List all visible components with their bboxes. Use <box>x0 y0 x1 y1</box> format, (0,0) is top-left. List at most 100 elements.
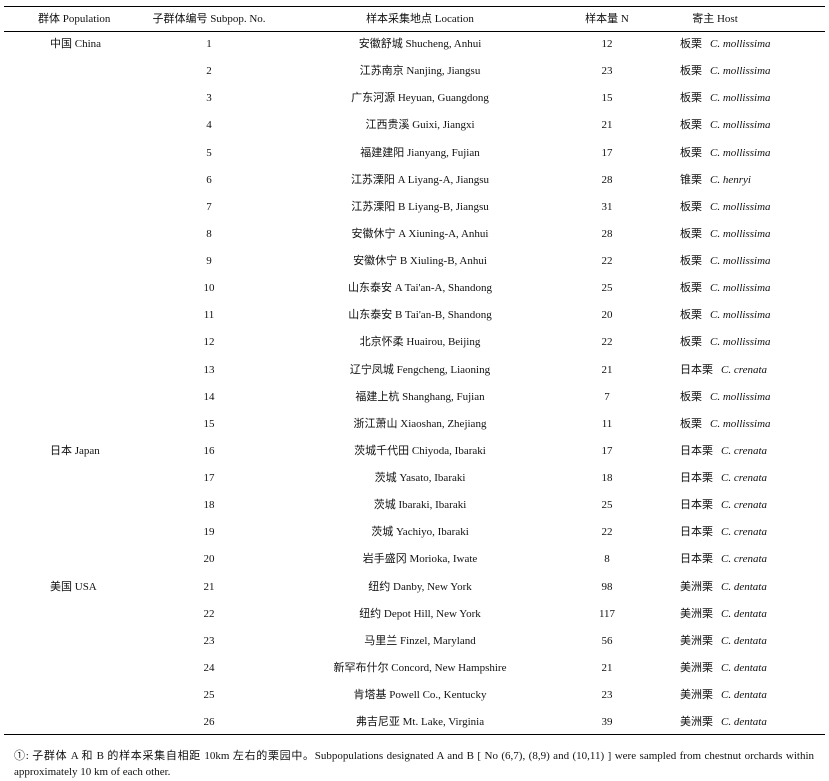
host-species: C. crenata <box>721 363 768 376</box>
host-name: 日本栗 <box>680 472 713 485</box>
subpop-no: 16 <box>203 444 215 457</box>
location: 山东泰安 B Tai'an-B, Shandong <box>348 309 492 322</box>
subpop-no: 1 <box>206 38 212 50</box>
sample-size: 8 <box>604 553 610 566</box>
subpop-no: 17 <box>203 472 215 485</box>
location: 安徽舒城 Shucheng, Anhui <box>358 38 482 50</box>
location: 福建上杭 Shanghang, Fujian <box>355 390 485 403</box>
host-species: C. dentata <box>721 634 767 647</box>
population: 中国 China <box>50 38 102 50</box>
host-name: 美洲栗 <box>680 580 713 593</box>
subpop-no: 21 <box>203 580 215 593</box>
sample-size: 25 <box>601 282 613 295</box>
subpop-no: 3 <box>206 92 212 105</box>
sample-size: 18 <box>601 472 613 485</box>
sample-size: 17 <box>601 146 613 159</box>
host-species: C. dentata <box>721 607 767 620</box>
location: 马里兰 Finzel, Maryland <box>364 634 476 647</box>
host-name: 美洲栗 <box>680 661 713 674</box>
column-header: 群体 Population <box>38 13 111 25</box>
location: 纽约 Danby, New York <box>368 580 472 593</box>
host-species: C. crenata <box>721 553 768 566</box>
location: 江苏溧阳 B Liyang-B, Jiangsu <box>351 200 489 213</box>
subpop-no: 7 <box>206 200 212 213</box>
host-name: 板栗 <box>680 227 702 240</box>
header-rule <box>4 31 825 32</box>
location: 安徽休宁 A Xiuning-A, Anhui <box>351 227 489 240</box>
subpop-no: 23 <box>203 634 215 647</box>
host-species: C. mollissima <box>710 200 771 213</box>
population: 美国 USA <box>50 580 97 593</box>
host-name: 板栗 <box>680 38 702 50</box>
subpop-no: 22 <box>203 607 215 620</box>
column-header: 样本采集地点 Location <box>366 13 474 25</box>
subpop-no: 15 <box>203 417 215 430</box>
host-name: 美洲栗 <box>680 689 713 702</box>
location: 茨城千代田 Chiyoda, Ibaraki <box>354 444 486 457</box>
sample-size: 11 <box>601 417 613 430</box>
location: 茨城 Yasato, Ibaraki <box>374 472 466 485</box>
subpop-no: 25 <box>203 689 215 702</box>
host-name: 板栗 <box>680 200 702 213</box>
location: 弗吉尼亚 Mt. Lake, Virginia <box>355 716 485 729</box>
subpop-no: 24 <box>203 661 215 674</box>
host-name: 美洲栗 <box>680 607 713 620</box>
host-species: C. mollissima <box>710 309 771 322</box>
host-name: 板栗 <box>680 255 702 268</box>
host-species: C. mollissima <box>710 38 771 50</box>
location: 北京怀柔 Huairou, Beijing <box>359 336 481 349</box>
sample-size: 56 <box>601 634 613 647</box>
subpop-no: 5 <box>206 146 212 159</box>
column-header: 寄主 Host <box>692 13 738 25</box>
host-name: 日本栗 <box>680 363 713 376</box>
subpop-no: 6 <box>206 173 212 186</box>
host-species: C. mollissima <box>710 146 771 159</box>
subpop-no: 10 <box>203 282 215 295</box>
sample-size: 28 <box>601 227 613 240</box>
column-header: 样本量 N <box>585 13 629 25</box>
host-name: 日本栗 <box>680 444 713 457</box>
location: 辽宁凤城 Fengcheng, Liaoning <box>349 363 491 376</box>
host-name: 板栗 <box>680 65 702 78</box>
sample-size: 39 <box>601 716 613 729</box>
subpop-no: 26 <box>203 716 215 729</box>
subpop-no: 4 <box>206 119 212 132</box>
host-name: 美洲栗 <box>680 634 713 647</box>
host-name: 锥栗 <box>680 173 702 186</box>
sample-size: 21 <box>601 119 613 132</box>
host-species: C. crenata <box>721 526 768 539</box>
host-species: C. mollissima <box>710 92 771 105</box>
top-rule <box>4 6 825 7</box>
sample-size: 98 <box>601 580 613 593</box>
location: 茨城 Yachiyo, Ibaraki <box>371 526 469 539</box>
subpop-no: 18 <box>203 499 215 512</box>
host-name: 板栗 <box>680 390 702 403</box>
location: 纽约 Depot Hill, New York <box>359 607 481 620</box>
sample-size: 22 <box>601 526 613 539</box>
bottom-rule <box>4 734 825 735</box>
location: 江西贵溪 Guixi, Jiangxi <box>365 119 475 132</box>
location: 山东泰安 A Tai'an-A, Shandong <box>348 282 492 295</box>
host-name: 板栗 <box>680 146 702 159</box>
host-name: 日本栗 <box>680 499 713 512</box>
location: 江苏溧阳 A Liyang-A, Jiangsu <box>350 173 490 186</box>
sample-size: 17 <box>601 444 613 457</box>
location: 肯塔基 Powell Co., Kentucky <box>353 689 487 702</box>
sample-size: 31 <box>601 200 613 213</box>
subpop-no: 20 <box>203 553 215 566</box>
location: 茨城 Ibaraki, Ibaraki <box>373 499 467 512</box>
host-name: 日本栗 <box>680 526 713 539</box>
host-species: C. dentata <box>721 661 767 674</box>
subpop-no: 19 <box>203 526 215 539</box>
host-name: 美洲栗 <box>680 716 713 729</box>
subpop-no: 9 <box>206 255 212 268</box>
host-species: C. dentata <box>721 716 767 729</box>
location: 江苏南京 Nanjing, Jiangsu <box>359 65 481 78</box>
host-species: C. mollissima <box>710 227 771 240</box>
host-species: C. mollissima <box>710 119 771 132</box>
sample-size: 7 <box>604 390 610 403</box>
host-name: 板栗 <box>680 282 702 295</box>
host-name: 板栗 <box>680 336 702 349</box>
host-species: C. mollissima <box>710 390 771 403</box>
location: 广东河源 Heyuan, Guangdong <box>351 92 489 105</box>
